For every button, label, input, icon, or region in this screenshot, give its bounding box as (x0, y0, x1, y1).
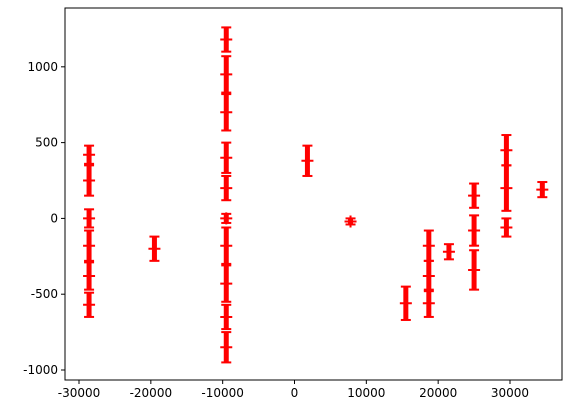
marker (468, 189, 481, 202)
marker (220, 182, 233, 195)
marker (220, 106, 233, 119)
marker (220, 33, 233, 46)
marker (220, 212, 233, 225)
marker (220, 68, 233, 81)
marker (468, 263, 481, 276)
marker (422, 297, 435, 310)
marker (442, 245, 455, 258)
y-tick-label: -500 (31, 287, 58, 301)
marker (422, 239, 435, 252)
x-tick-label: 30000 (491, 386, 529, 400)
marker (468, 224, 481, 237)
marker (220, 310, 233, 323)
marker (220, 151, 233, 164)
marker (344, 215, 357, 228)
plot-frame (64, 7, 563, 381)
x-tick-label: 0 (291, 386, 299, 400)
marker (83, 148, 96, 161)
marker (148, 242, 161, 255)
marker (399, 297, 412, 310)
marker (422, 270, 435, 283)
marker (83, 212, 96, 225)
marker (83, 174, 96, 187)
x-tick-label: 20000 (419, 386, 457, 400)
marker (83, 298, 96, 311)
marker (83, 270, 96, 283)
marker (220, 239, 233, 252)
x-tick-label: 10000 (347, 386, 385, 400)
y-tick-label: 1000 (27, 60, 58, 74)
marker (301, 154, 314, 167)
marker (500, 182, 513, 195)
y-tick-label: -1000 (23, 363, 58, 377)
marker (220, 341, 233, 354)
x-tick-label: -30000 (58, 386, 101, 400)
x-tick-label: -10000 (201, 386, 244, 400)
marker (220, 277, 233, 290)
marker (83, 239, 96, 252)
marker (536, 183, 549, 196)
y-tick-label: 0 (50, 211, 58, 225)
x-tick-label: -20000 (130, 386, 173, 400)
marker (500, 221, 513, 234)
marker (500, 144, 513, 157)
y-tick-label: 500 (35, 136, 58, 150)
